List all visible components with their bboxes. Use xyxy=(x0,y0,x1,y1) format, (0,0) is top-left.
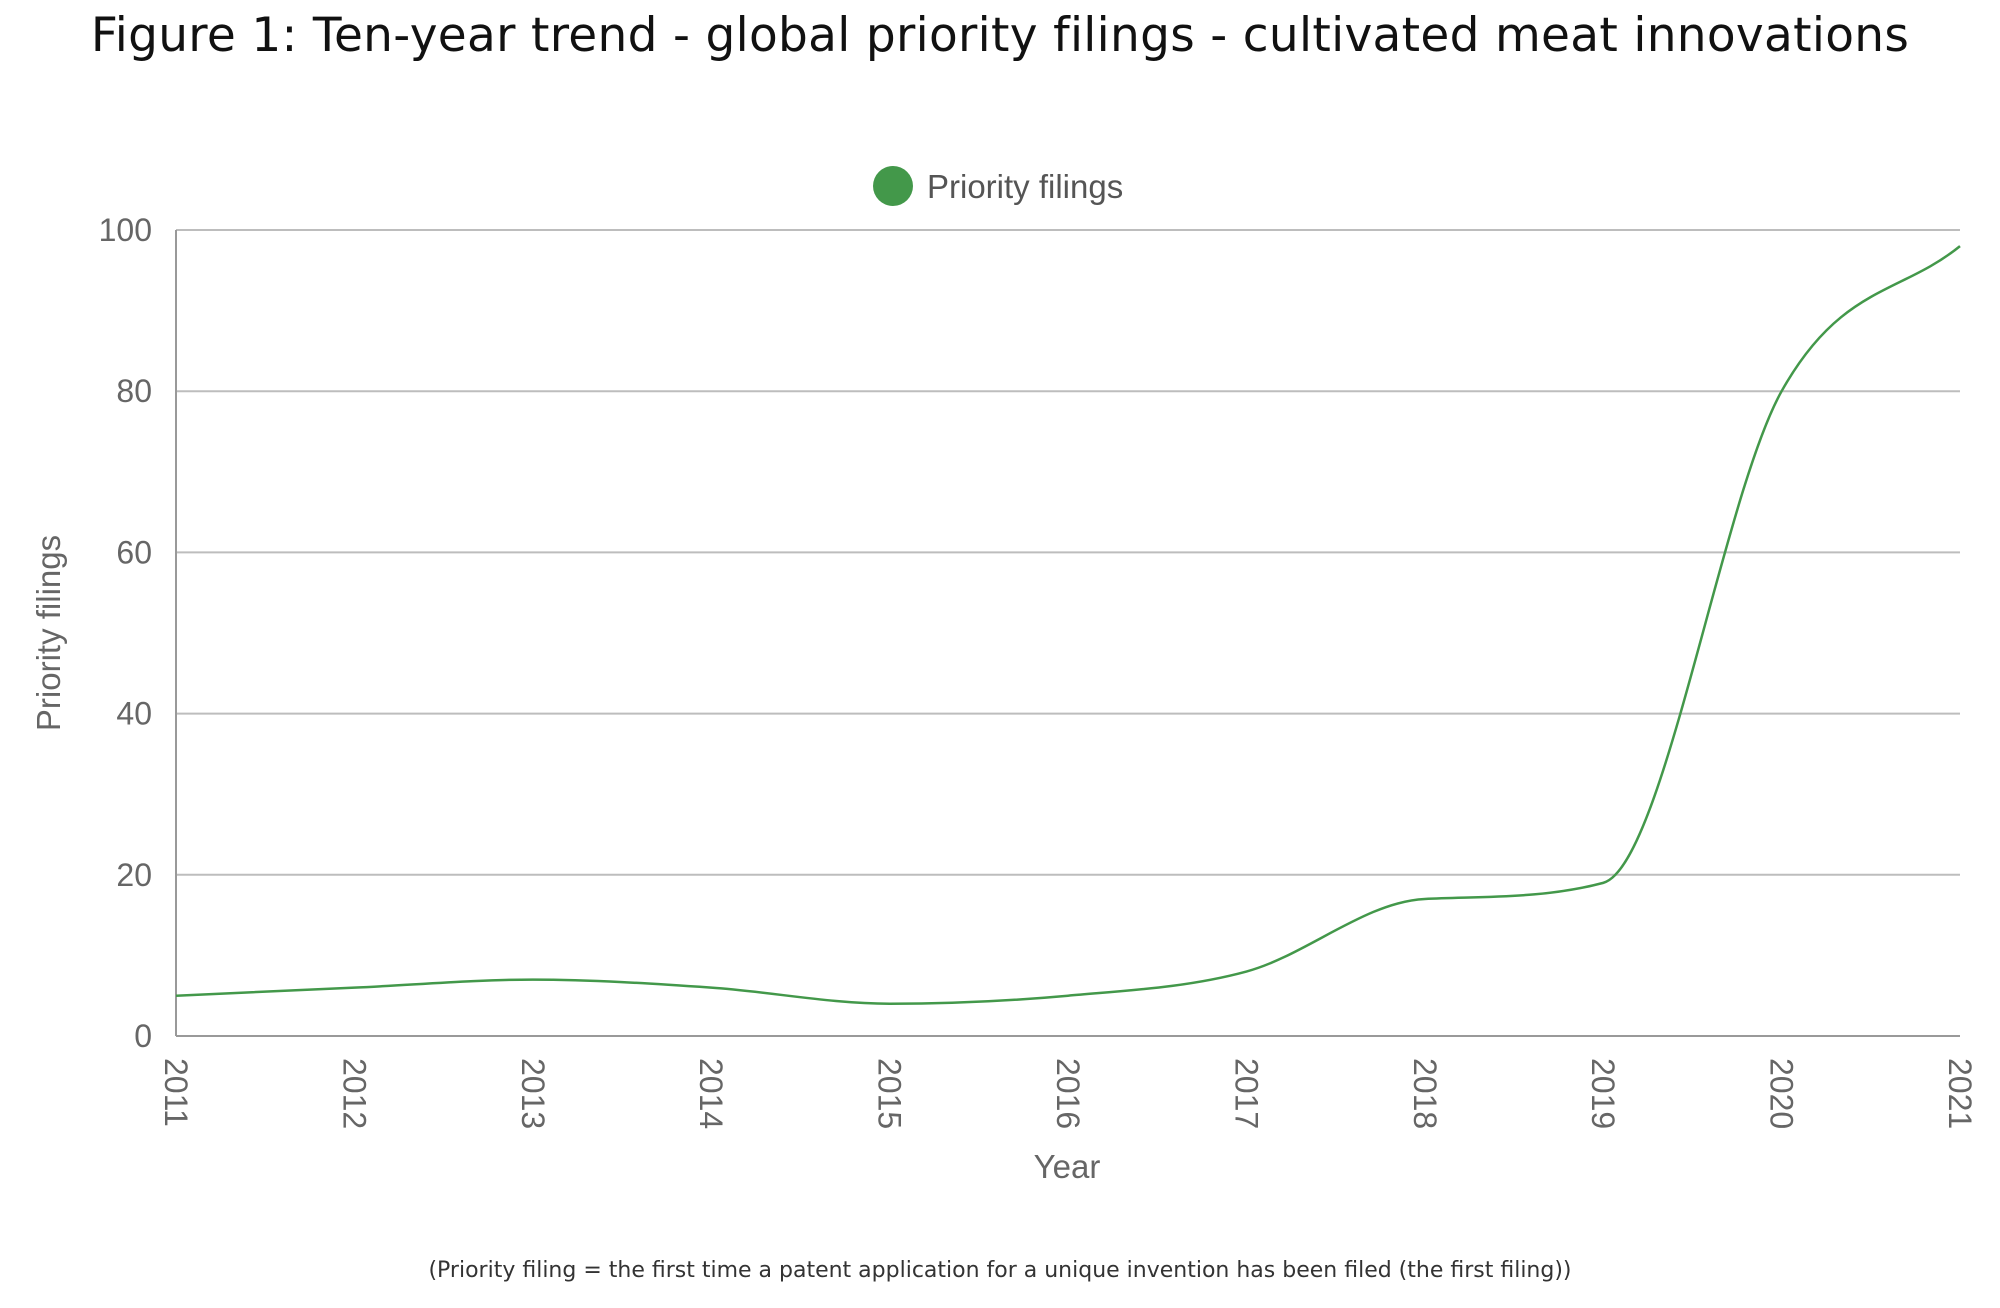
x-tick-label: 2014 xyxy=(693,1058,729,1129)
x-tick-label: 2017 xyxy=(1228,1058,1264,1129)
gridlines xyxy=(175,229,1960,1037)
data-point xyxy=(1240,966,1252,978)
data-point xyxy=(1954,240,1966,252)
legend: Priority filings xyxy=(873,166,1123,206)
y-tick-label: 60 xyxy=(116,534,152,570)
data-point xyxy=(348,982,360,994)
x-tick-label: 2015 xyxy=(872,1058,908,1129)
data-point xyxy=(527,974,539,986)
data-point xyxy=(1419,893,1431,905)
data-point xyxy=(884,998,896,1010)
figure-title: Figure 1: Ten-year trend - global priori… xyxy=(90,8,1910,63)
y-axis-title: Priority filings xyxy=(30,535,67,731)
footnote: (Priority filing = the first time a pate… xyxy=(428,1258,1572,1283)
y-tick-label: 40 xyxy=(116,696,152,732)
x-tick-label: 2011 xyxy=(158,1058,194,1127)
x-tick-label: 2016 xyxy=(1050,1058,1086,1129)
x-axis-title: Year xyxy=(1034,1148,1101,1185)
legend-swatch xyxy=(873,166,913,206)
x-tick-label: 2020 xyxy=(1764,1058,1800,1129)
series-layer xyxy=(170,240,1966,1010)
x-tick-labels: 2011 2012 2013 2014 2015 2016 2017 2018 2019 2020… xyxy=(158,1058,1978,1129)
x-tick-label: 2019 xyxy=(1585,1058,1621,1129)
legend-label: Priority filings xyxy=(927,168,1123,205)
data-point xyxy=(705,982,717,994)
y-tick-label: 100 xyxy=(99,212,152,248)
data-point xyxy=(1597,877,1609,889)
data-point xyxy=(1776,385,1788,397)
x-tick-label: 2018 xyxy=(1407,1058,1443,1129)
x-tick-label: 2012 xyxy=(336,1058,372,1129)
data-point xyxy=(1062,990,1074,1002)
y-tick-label: 0 xyxy=(134,1018,152,1054)
y-tick-label: 20 xyxy=(116,857,152,893)
y-tick-labels: 0 20 40 60 80 100 xyxy=(99,212,152,1054)
series-line-priority-filings xyxy=(175,245,1961,1006)
y-tick-label: 80 xyxy=(116,373,152,409)
data-point xyxy=(170,990,182,1002)
x-tick-label: 2021 xyxy=(1942,1058,1978,1129)
x-tick-label: 2013 xyxy=(515,1058,551,1129)
